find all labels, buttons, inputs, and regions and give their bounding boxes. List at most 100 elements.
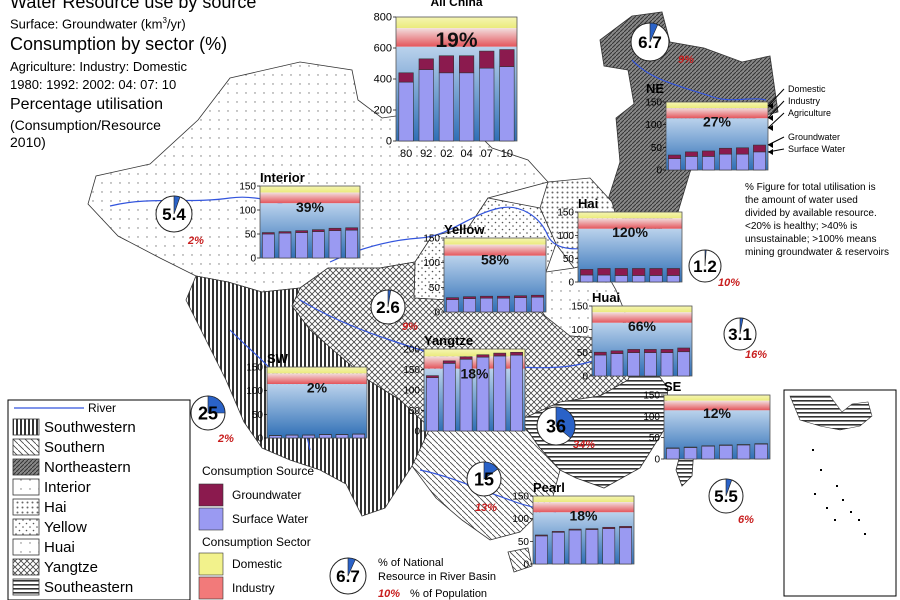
domestic-band [578, 212, 682, 219]
bar-groundwater [476, 354, 490, 358]
chart-frame [663, 394, 771, 460]
chart-frame [665, 101, 769, 171]
surface-sup: 3 [162, 16, 167, 25]
bar-surface-water [510, 354, 523, 432]
ne-labels: Domestic Industry Agriculture Groundwater Su… [767, 84, 845, 155]
bar-surface-water [328, 230, 342, 259]
utilisation-percent: 39% [296, 199, 325, 215]
y-tick-label: 800 [374, 12, 392, 24]
y-tick-label: 100 [239, 206, 256, 217]
bar-surface-water [677, 351, 690, 377]
population-percent: 34% [573, 439, 595, 451]
source-title: Consumption Source [202, 464, 314, 478]
industry-band [592, 312, 692, 323]
groundwater-swatch [198, 483, 224, 507]
industry-label: Industry [232, 581, 275, 595]
y-tick-label: 600 [374, 43, 392, 55]
population-percent: 9% [402, 321, 418, 333]
agriculture-band [267, 384, 367, 438]
bar-surface-water [753, 151, 766, 171]
consumption-legend: Consumption Source Groundwater Surface Wat… [198, 464, 314, 600]
agriculture-band [664, 410, 770, 459]
pie-legend-label1: % of National [378, 557, 443, 569]
domestic-band [267, 367, 367, 374]
pie-chart-hai: 1.210% [688, 249, 740, 289]
domestic-band [396, 17, 517, 29]
population-percent: 13% [475, 502, 497, 514]
ne-arrowhead [768, 149, 773, 155]
bar-groundwater [568, 528, 582, 531]
domestic-swatch [198, 552, 224, 576]
y-tick-label: 50 [252, 410, 264, 421]
bar-surface-water [602, 528, 616, 565]
bar-surface-water [302, 434, 315, 439]
bar-groundwater [632, 268, 646, 276]
y-tick-label: 100 [645, 120, 662, 131]
ne-arrowhead [768, 103, 773, 109]
bar-groundwater [677, 347, 690, 353]
bar-groundwater [619, 526, 632, 529]
region-label: Southern [44, 439, 105, 456]
y-tick-label: 150 [571, 302, 588, 313]
utilisation-percent: 18% [569, 507, 598, 523]
bar-groundwater [736, 147, 749, 155]
y-tick-label: 100 [557, 231, 574, 242]
y-tick-label: 0 [434, 308, 440, 319]
bar-groundwater [510, 351, 523, 356]
bar-surface-water [594, 354, 607, 377]
pie-value-label: 5.4 [162, 205, 186, 224]
bar-surface-water [701, 445, 715, 460]
bar-surface-water [278, 232, 292, 259]
agriculture-band [424, 368, 525, 431]
pie-slice [704, 249, 707, 267]
chart-frame [577, 211, 683, 283]
bar-surface-water [438, 72, 454, 142]
bar-surface-water [683, 447, 698, 460]
bar-surface-water [446, 299, 459, 313]
region-swatch [12, 438, 40, 456]
utilisation-percent: 120% [612, 224, 648, 240]
bar-groundwater [479, 50, 495, 69]
domestic-band [444, 238, 546, 245]
bar-surface-water [531, 296, 544, 313]
note-line: the amount of water used [745, 195, 858, 206]
years-subtitle: 1980: 1992: 2002: 04: 07: 10 [10, 77, 177, 92]
chart-title: Pearl [533, 480, 565, 495]
pie-value-label: 36 [546, 416, 566, 436]
bar-groundwater [685, 151, 698, 157]
y-tick-label: 0 [568, 278, 574, 289]
chart-frame [532, 495, 635, 565]
utilisation-title: Percentage utilisation [10, 96, 163, 113]
y-tick-label: 150 [557, 208, 574, 219]
bar-surface-water [719, 153, 732, 171]
bar-surface-water [535, 535, 548, 565]
bar-groundwater [666, 268, 680, 276]
x-tick-label: 92 [420, 148, 432, 160]
pie-value-label: 25 [198, 403, 218, 423]
bar-groundwater [345, 227, 358, 231]
note-line: unsustainable; >100% means [745, 234, 876, 245]
y-tick-label: 0 [250, 254, 256, 265]
utilisation-percent: 18% [460, 366, 489, 382]
y-tick-label: 200 [403, 345, 420, 356]
chart-title: Interior [260, 170, 305, 185]
pie-slice [347, 557, 356, 577]
ne-arrowhead [768, 125, 773, 131]
bar-chart-all-china: 0 200 400 600 800 80 92 02 04 07 10 19% All China [374, 0, 518, 160]
ne-label: Surface Water [788, 144, 845, 154]
y-tick-label: 150 [403, 365, 420, 376]
pie-slice [739, 317, 744, 335]
surface-text: Surface: Groundwater (km [10, 16, 163, 32]
bar-surface-water [702, 156, 715, 171]
bar-groundwater [312, 229, 325, 232]
bar-groundwater [644, 349, 657, 353]
y-tick-label: 100 [643, 412, 660, 423]
y-tick-label: 100 [403, 386, 420, 397]
bar-groundwater [497, 295, 510, 299]
pie-value-label: 6.7 [638, 33, 662, 52]
pie-chart-interior: 5.42% [155, 195, 204, 247]
bar-surface-water [459, 72, 475, 142]
domestic-band [666, 102, 768, 109]
pie-chart-huai: 3.116% [723, 317, 767, 361]
x-tick-label: 80 [400, 148, 412, 160]
